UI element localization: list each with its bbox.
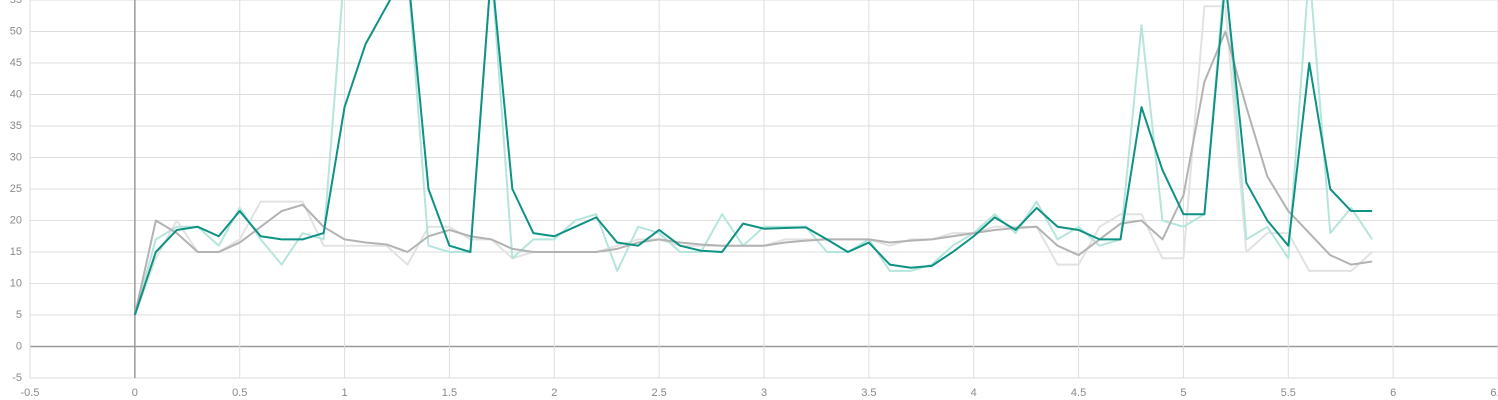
y-tick-label: 40 [10,88,22,100]
x-tick-label: 3 [761,387,767,399]
x-tick-label: 1 [342,387,348,399]
x-tick-label: -0.5 [21,387,40,399]
y-tick-label: 55 [10,0,22,6]
x-tick-label: 6.5 [1490,387,1498,399]
x-tick-label: 4.5 [1071,387,1086,399]
y-tick-label: 30 [10,151,22,163]
x-tick-label: 6 [1390,387,1396,399]
y-tick-label: 50 [10,25,22,37]
series-line [133,0,1374,316]
plot-area [133,0,1374,316]
y-tick-label: 0 [16,340,22,352]
y-tick-label: 5 [16,309,22,321]
y-tick-label: 20 [10,214,22,226]
x-tick-label: 1.5 [442,387,457,399]
series-line [133,30,1373,316]
y-tick-label: -5 [12,372,22,384]
y-tick-label: 45 [10,57,22,69]
y-tick-label: 10 [10,277,22,289]
x-tick-label: 2.5 [651,387,666,399]
series-line [133,0,1373,316]
x-tick-label: 0 [132,387,138,399]
y-tick-label: 15 [10,246,22,258]
y-tick-label: 35 [10,120,22,132]
series-line [133,5,1373,316]
y-tick-label: 25 [10,183,22,195]
x-tick-label: 3.5 [861,387,876,399]
x-tick-label: 0.5 [232,387,247,399]
x-tick-label: 5 [1180,387,1186,399]
x-tick-label: 4 [971,387,977,399]
x-tick-label: 2 [551,387,557,399]
x-tick-label: 5.5 [1281,387,1296,399]
